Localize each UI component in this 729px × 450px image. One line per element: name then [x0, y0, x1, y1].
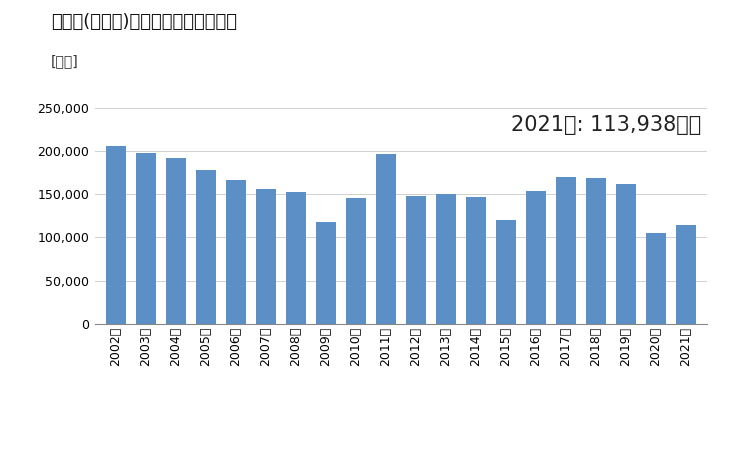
- Bar: [316, 222, 335, 324]
- Bar: [406, 196, 426, 324]
- Bar: [616, 184, 636, 324]
- Bar: [226, 180, 246, 324]
- Text: 2021年: 113,938万円: 2021年: 113,938万円: [511, 115, 701, 135]
- Bar: [467, 197, 486, 324]
- Text: 金山町(山形県)の粗付加価値額の推移: 金山町(山形県)の粗付加価値額の推移: [51, 14, 237, 32]
- Bar: [496, 220, 516, 324]
- Bar: [346, 198, 366, 324]
- Bar: [436, 194, 456, 324]
- Bar: [376, 154, 396, 324]
- Bar: [256, 189, 276, 324]
- Bar: [586, 178, 606, 324]
- Bar: [647, 233, 666, 324]
- Bar: [286, 193, 305, 324]
- Bar: [166, 158, 186, 324]
- Bar: [677, 225, 696, 324]
- Bar: [196, 170, 216, 324]
- Bar: [526, 191, 546, 324]
- Text: [万円]: [万円]: [51, 54, 79, 68]
- Bar: [136, 153, 155, 324]
- Bar: [106, 146, 125, 324]
- Bar: [556, 177, 576, 324]
